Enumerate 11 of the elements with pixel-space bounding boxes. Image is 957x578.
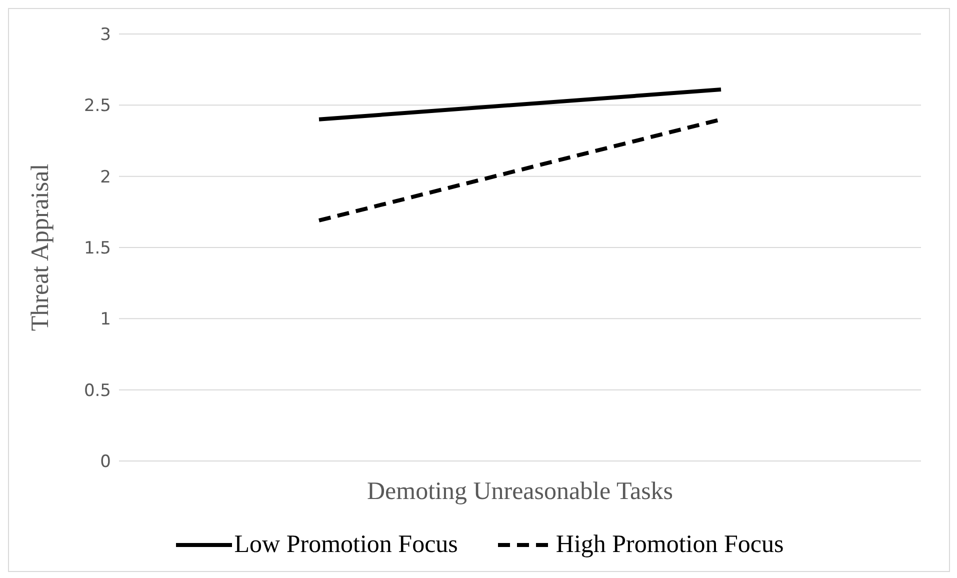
y-tick-label: 2	[100, 167, 111, 188]
y-tick-label: 1.5	[84, 238, 111, 259]
x-axis-title: Demoting Unreasonable Tasks	[366, 478, 674, 505]
y-tick-label: 0	[100, 452, 111, 472]
y-tick-label: 1	[100, 310, 111, 330]
y-tick-label: 3	[100, 25, 111, 46]
legend-label: High Promotion Focus	[554, 531, 784, 559]
y-tick-label: 0.5	[84, 380, 111, 401]
legend-label: Low Promotion Focus	[233, 531, 458, 559]
y-tick-label: 2.5	[84, 96, 111, 116]
y-axis-title: Threat Appraisal	[26, 164, 54, 332]
